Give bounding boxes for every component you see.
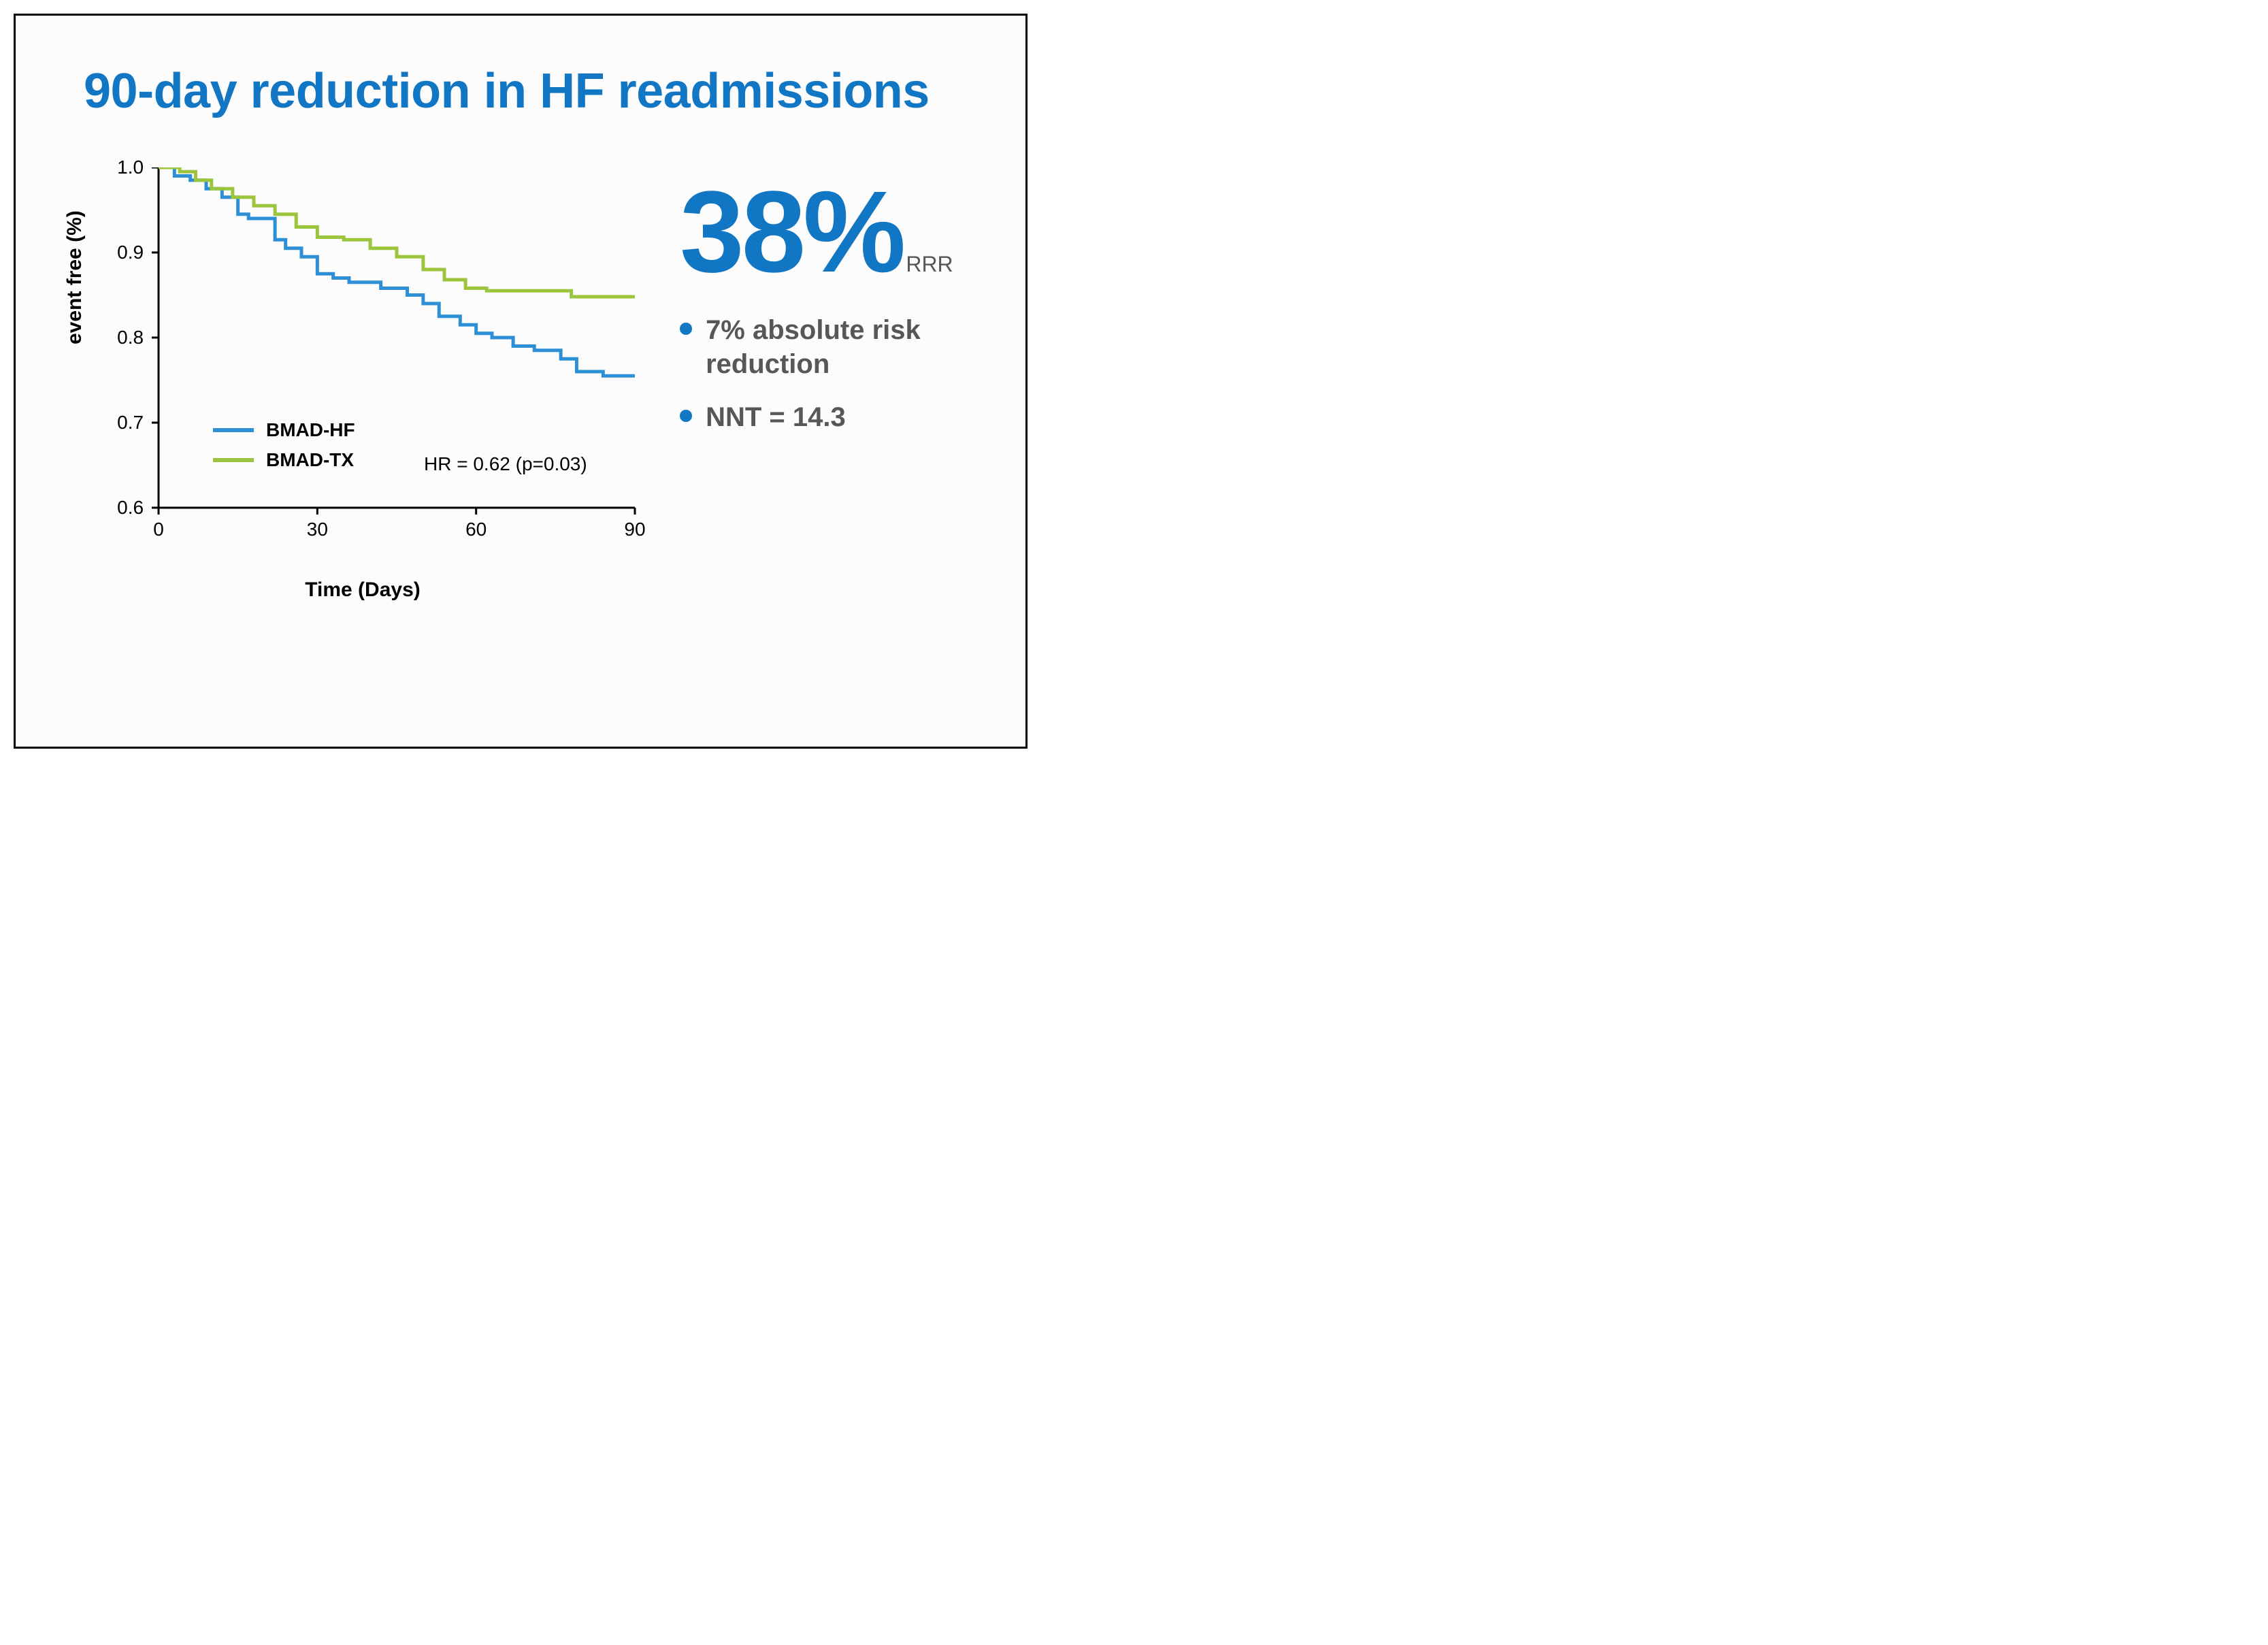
legend-swatch bbox=[213, 428, 254, 432]
y-tick-label: 0.7 bbox=[103, 412, 144, 434]
chart-svg bbox=[84, 167, 642, 549]
rrr-label: RRR bbox=[906, 252, 953, 276]
hazard-ratio-note: HR = 0.62 (p=0.03) bbox=[424, 453, 587, 475]
callout-bullet: 7% absolute risk reduction bbox=[680, 313, 971, 381]
big-suffix: % bbox=[803, 167, 903, 297]
legend-label: BMAD-TX bbox=[266, 449, 354, 471]
big-percent: 38%RRR bbox=[680, 174, 971, 290]
callout-panel: 38%RRR 7% absolute risk reduction NNT = 1… bbox=[680, 167, 971, 453]
figure-frame: 90-day reduction in HF readmissions even… bbox=[14, 14, 1028, 749]
callout-bullet: NNT = 14.3 bbox=[680, 400, 971, 434]
x-tick-label: 30 bbox=[303, 519, 331, 540]
legend-swatch bbox=[213, 458, 254, 462]
x-tick-label: 60 bbox=[463, 519, 490, 540]
legend-label: BMAD-HF bbox=[266, 419, 355, 441]
y-tick-label: 0.8 bbox=[103, 327, 144, 348]
y-axis-label: event free (%) bbox=[63, 210, 86, 344]
callout-bullets: 7% absolute risk reduction NNT = 14.3 bbox=[680, 313, 971, 434]
y-tick-label: 0.9 bbox=[103, 242, 144, 263]
figure-title: 90-day reduction in HF readmissions bbox=[84, 63, 971, 120]
legend-row: BMAD-TX bbox=[213, 449, 355, 471]
x-tick-label: 90 bbox=[621, 519, 648, 540]
x-tick-label: 0 bbox=[145, 519, 172, 540]
legend-row: BMAD-HF bbox=[213, 419, 355, 441]
y-tick-label: 0.6 bbox=[103, 497, 144, 519]
km-chart: event free (%) Time (Days) BMAD-HFBMAD-T… bbox=[84, 167, 639, 589]
y-tick-label: 1.0 bbox=[103, 157, 144, 178]
chart-legend: BMAD-HF BMAD-TX bbox=[213, 419, 355, 479]
content-row: event free (%) Time (Days) BMAD-HFBMAD-T… bbox=[84, 167, 971, 589]
x-axis-label: Time (Days) bbox=[84, 579, 642, 602]
series-BMAD-TX bbox=[159, 167, 635, 297]
big-value: 38 bbox=[680, 167, 803, 297]
series-BMAD-HF bbox=[159, 167, 635, 376]
